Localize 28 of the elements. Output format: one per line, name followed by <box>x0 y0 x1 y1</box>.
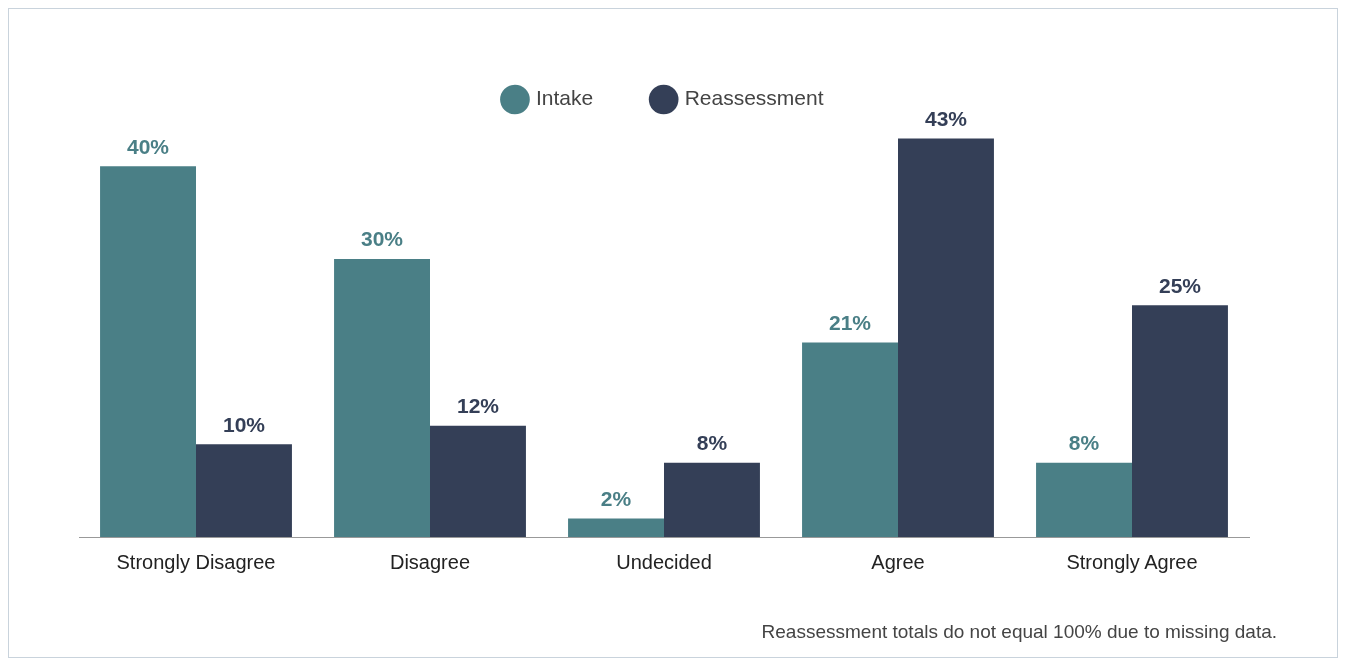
data-label: 30% <box>361 227 404 251</box>
data-label: 43% <box>924 106 968 130</box>
bar <box>196 444 292 537</box>
data-label: 21% <box>829 310 872 334</box>
data-label: 40% <box>127 134 170 158</box>
data-label: 10% <box>222 412 266 436</box>
data-label: 2% <box>600 486 632 510</box>
bar <box>664 462 760 537</box>
data-label: 8% <box>1068 431 1100 455</box>
data-label: 25% <box>1158 273 1202 297</box>
x-tick-label: Disagree <box>389 550 471 573</box>
bar <box>802 342 898 537</box>
bar <box>430 425 526 537</box>
bar <box>1036 462 1132 537</box>
data-label: 12% <box>456 394 500 418</box>
bar <box>1132 305 1228 537</box>
bar <box>100 166 196 537</box>
legend-label: Intake <box>535 86 594 110</box>
text: Reassessment totals do not equal 100% due to missing data. <box>761 621 1277 643</box>
data-label: 8% <box>696 431 728 455</box>
legend-label: Reassessment <box>684 86 824 110</box>
x-tick-label: Undecided <box>616 550 712 573</box>
bar <box>334 259 430 537</box>
x-tick-label: Strongly Disagree <box>116 550 276 573</box>
bar <box>568 518 664 537</box>
x-tick-label: Strongly Agree <box>1066 550 1198 573</box>
x-tick-label: Agree <box>871 550 925 573</box>
bar <box>898 138 994 537</box>
